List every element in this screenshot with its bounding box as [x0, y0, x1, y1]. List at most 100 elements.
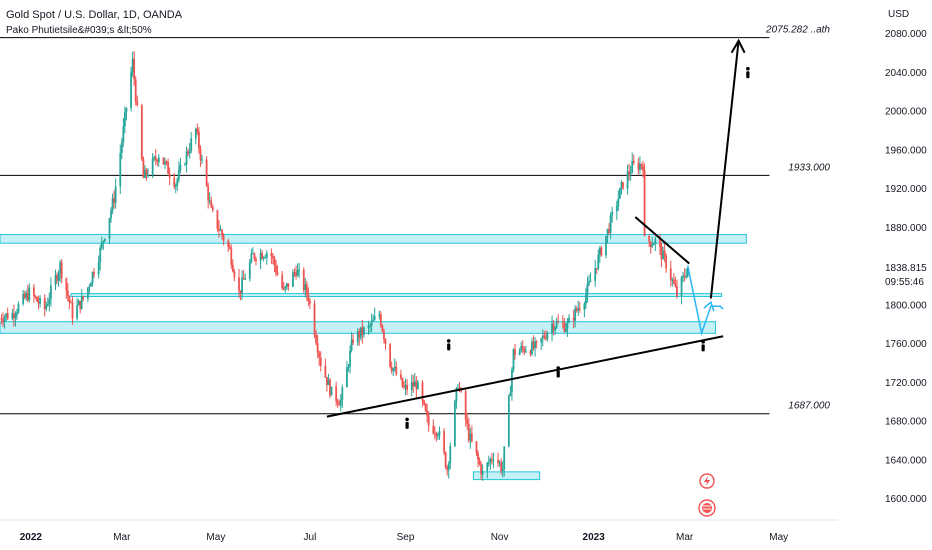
candle-body — [145, 169, 148, 175]
candle-body — [671, 279, 674, 281]
candle-body — [384, 339, 387, 344]
candle-body — [611, 211, 614, 216]
candle-body — [350, 339, 353, 351]
candle-body — [259, 253, 262, 261]
candle-body — [589, 280, 592, 282]
candle-body — [514, 349, 516, 355]
candle-body — [25, 292, 28, 298]
candle-body — [165, 161, 168, 163]
person-marker-head — [701, 340, 705, 344]
candle-body — [435, 433, 438, 437]
candle-body — [194, 128, 197, 139]
candle-body — [480, 464, 482, 475]
candle-body — [46, 303, 49, 306]
candle-body — [22, 293, 25, 304]
candle-body — [140, 105, 143, 160]
candle-body — [642, 166, 644, 171]
candle-body — [307, 294, 310, 301]
candle-body — [524, 351, 527, 353]
candle-body — [255, 258, 257, 261]
projection-arrowhead — [703, 300, 715, 312]
candle-body — [210, 200, 213, 208]
level-label: 1687.000 — [788, 401, 830, 412]
candle-body — [23, 293, 26, 298]
currency-label: USD — [888, 9, 909, 20]
candle-body — [187, 151, 190, 154]
candle-body — [16, 312, 18, 316]
x-tick-label: 2022 — [20, 532, 43, 543]
candle-body — [12, 313, 15, 319]
candle-body — [111, 198, 114, 211]
x-tick-label: May — [206, 532, 225, 543]
candle-body — [222, 235, 225, 241]
x-tick-label: May — [769, 532, 788, 543]
candle-body — [583, 303, 586, 310]
symbol-title[interactable]: Gold Spot / U.S. Dollar, 1D, OANDA — [6, 9, 183, 21]
candle-body — [565, 328, 567, 332]
markers-layer — [405, 66, 750, 429]
candle-body — [352, 339, 355, 343]
candle-body — [125, 108, 128, 112]
person-marker-body — [746, 71, 750, 79]
candle-body — [563, 323, 566, 332]
candle-body — [2, 320, 4, 322]
candle-body — [327, 379, 330, 386]
candle-body — [470, 433, 473, 442]
candle-body — [669, 268, 672, 281]
candle-body — [326, 377, 328, 386]
candles-layer — [0, 50, 689, 481]
candle-body — [244, 278, 247, 280]
candle-body — [0, 317, 3, 321]
candle-body — [185, 151, 188, 165]
person-marker-head — [746, 66, 750, 71]
candle-body — [122, 125, 125, 143]
candle-body — [59, 262, 62, 274]
candle-body — [629, 172, 632, 175]
candle-body — [88, 286, 91, 288]
candle-body — [359, 327, 362, 338]
chart-header: Gold Spot / U.S. Dollar, 1D, OANDA Pako … — [6, 8, 182, 38]
candle-body — [174, 185, 177, 187]
candle-body — [153, 156, 156, 159]
candle-body — [674, 283, 677, 287]
candle-body — [651, 244, 654, 247]
candle-body — [276, 272, 279, 275]
flash-glyph — [704, 476, 710, 486]
candle-body — [512, 349, 515, 370]
candle-body — [201, 159, 203, 161]
candle-body — [162, 157, 165, 165]
trendline — [709, 40, 740, 299]
candle-body — [86, 287, 89, 299]
candle-body — [33, 287, 35, 297]
candle-body — [34, 296, 37, 298]
candle-body — [316, 343, 319, 353]
candle-body — [218, 228, 220, 231]
candle-body — [361, 327, 364, 335]
candle-body — [262, 257, 265, 259]
candle-body — [304, 284, 307, 291]
candle-body — [423, 400, 425, 405]
candle-body — [273, 257, 276, 266]
candle-body — [597, 254, 600, 269]
candle-body — [179, 164, 182, 170]
candle-body — [466, 419, 469, 424]
candle-body — [401, 377, 404, 387]
indicator-label: Pako Phutietsile&#039;s &lt;50% — [6, 25, 152, 36]
candle-body — [292, 272, 294, 287]
candle-body — [509, 392, 512, 397]
candle-body — [251, 253, 254, 255]
candle-body — [11, 313, 14, 319]
candle-body — [453, 401, 456, 446]
candle-body — [233, 271, 236, 278]
candle-body — [467, 423, 470, 441]
candle-body — [216, 210, 219, 229]
y-tick-label: 1760.000 — [885, 339, 927, 350]
candle-body — [672, 279, 675, 284]
candle-body — [412, 382, 415, 387]
candle-body — [595, 268, 598, 270]
candle-body — [190, 138, 193, 151]
y-tick-label: 1880.000 — [885, 223, 927, 234]
candle-body — [546, 332, 549, 339]
flag-glyph — [702, 503, 712, 513]
